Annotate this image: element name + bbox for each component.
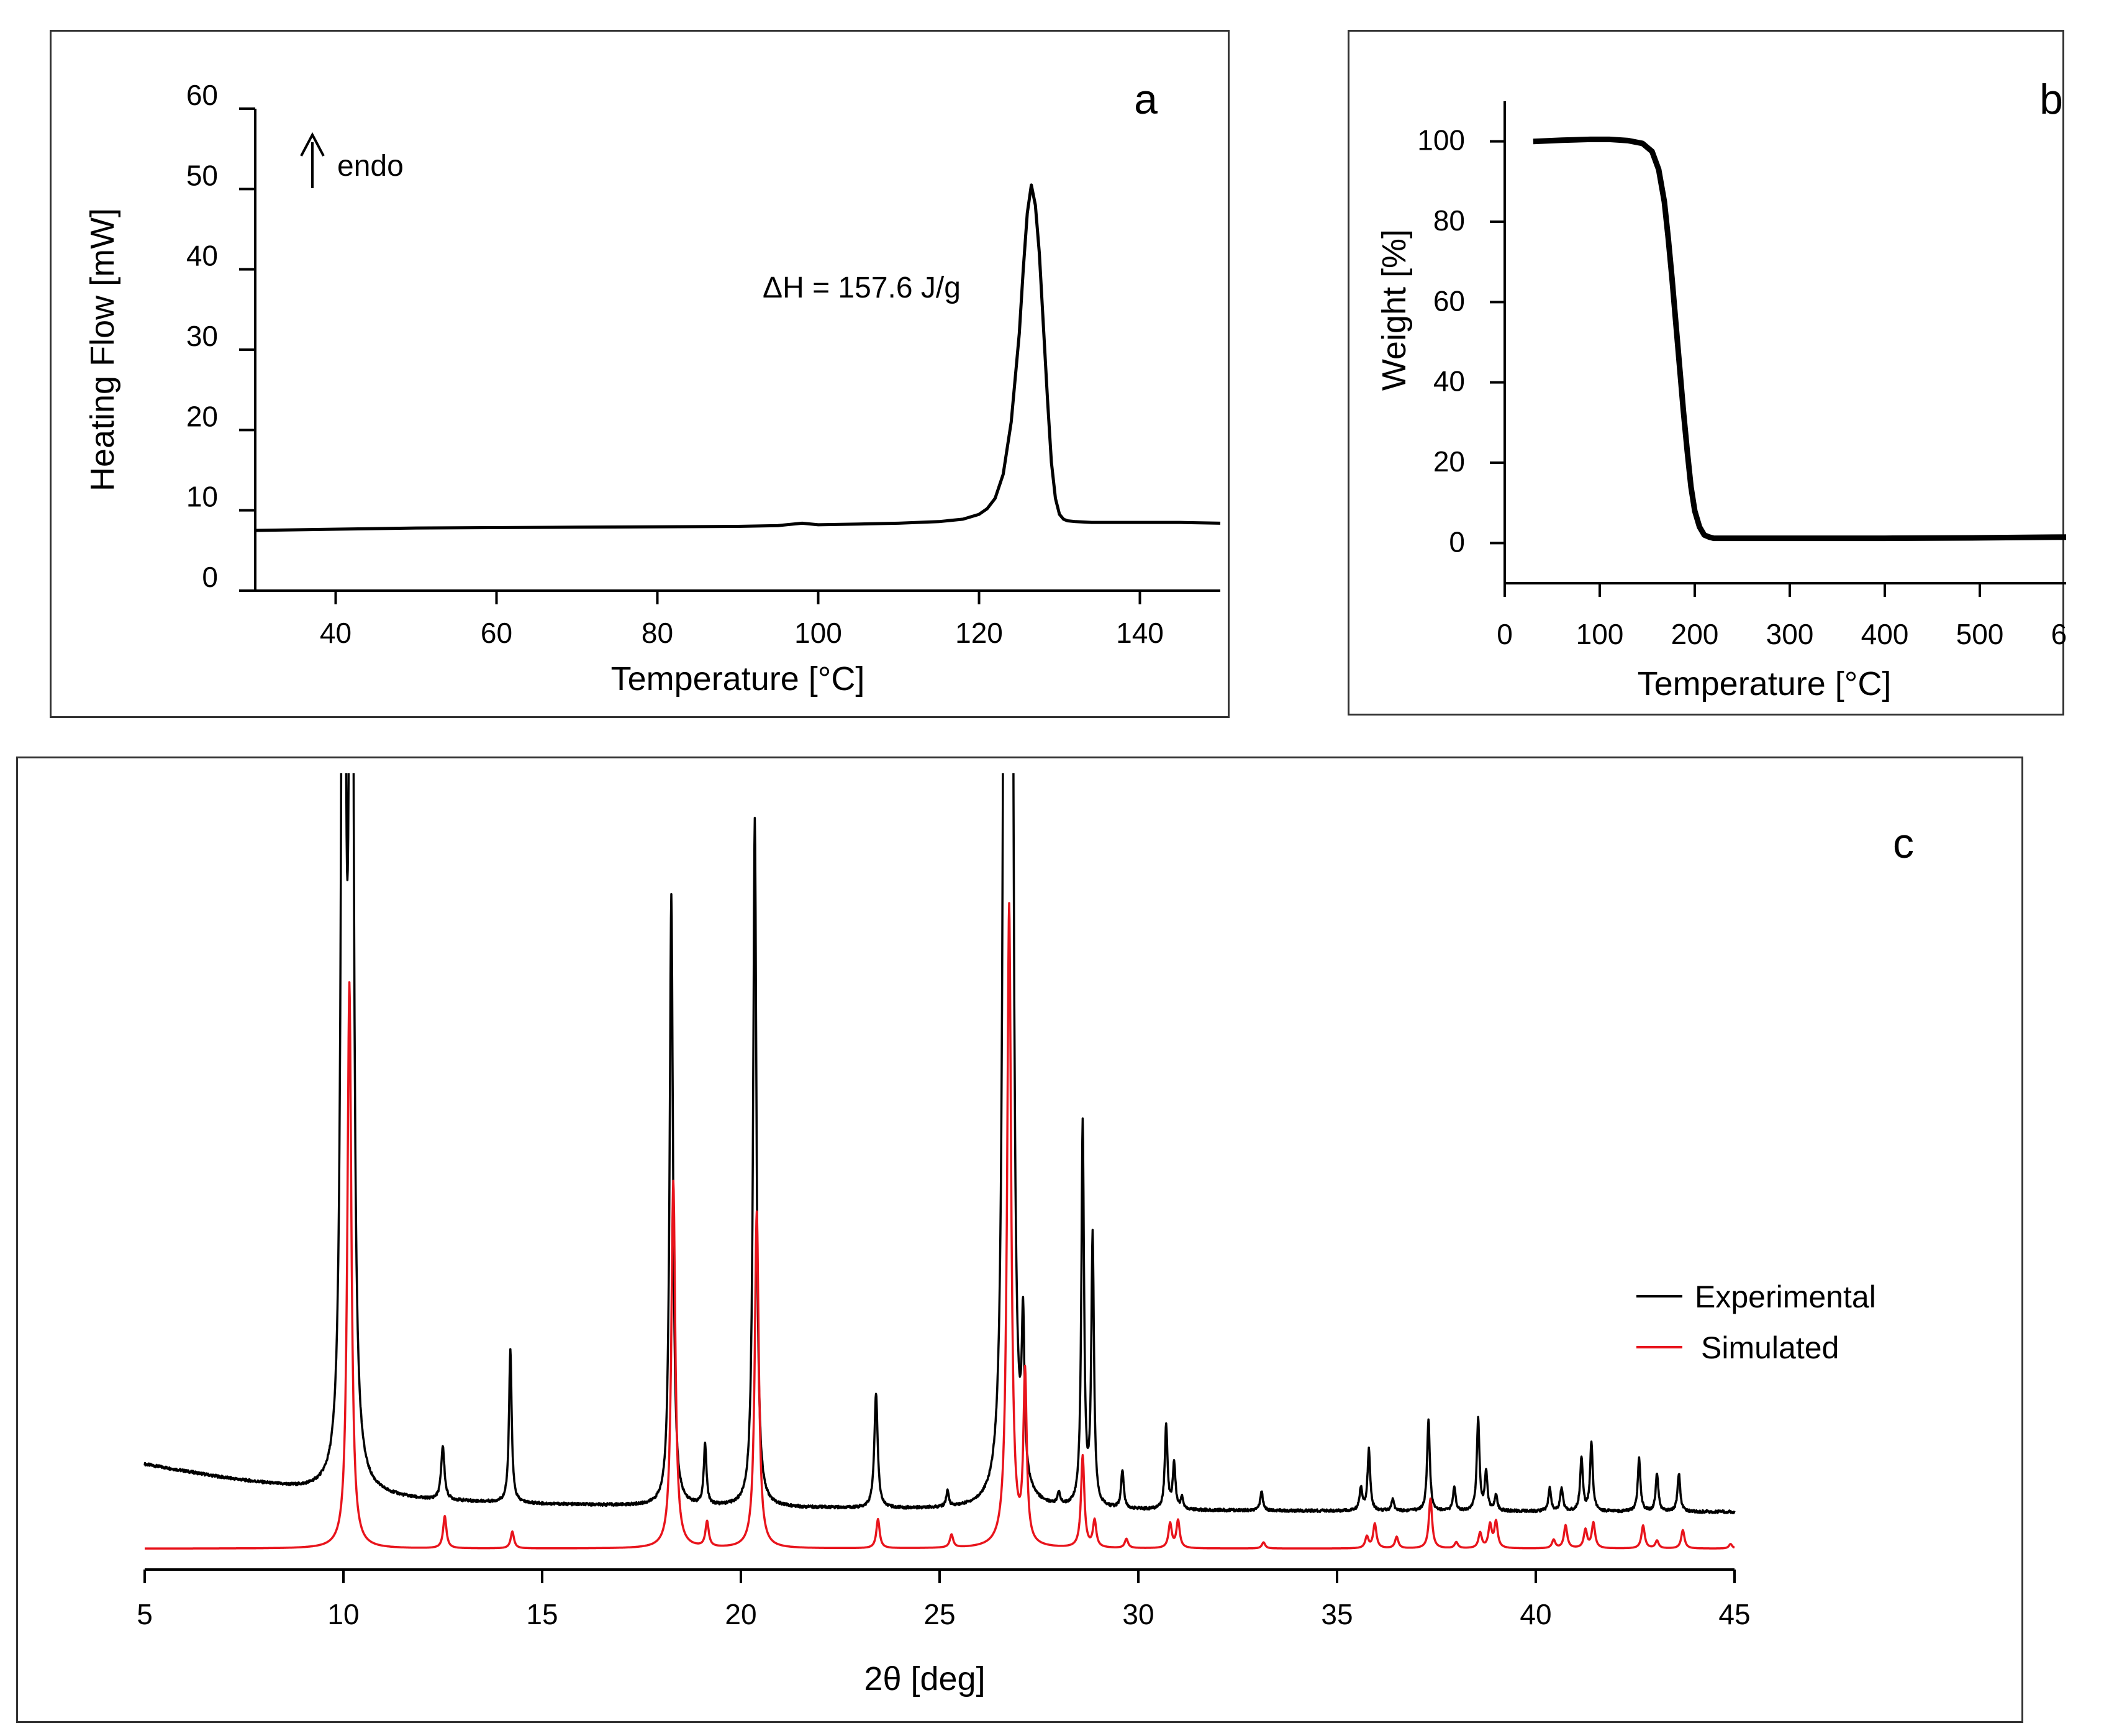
tga-y-tick-label: 100 [1417, 124, 1465, 157]
dsc-y-tick-label: 60 [186, 79, 218, 111]
endo-label: endo [337, 150, 404, 183]
pxrd-x-tick-label: 15 [526, 1598, 558, 1630]
pxrd-x-tick-label: 30 [1122, 1598, 1154, 1630]
pxrd-ticks: 5 10 15 20 25 30 35 40 45 [137, 1570, 1751, 1630]
dsc-y-tick-label: 50 [186, 159, 218, 191]
pxrd-x-tick-label: 35 [1321, 1598, 1353, 1630]
dsc-y-tick-label: 0 [202, 561, 218, 593]
enthalpy-annotation: ΔH = 157.6 J/g [763, 271, 961, 304]
simulated-pattern [143, 902, 1736, 1550]
legend-experimental-label: Experimental [1695, 1279, 1876, 1314]
tga-y-tick-label: 80 [1433, 204, 1465, 237]
pxrd-x-tick-label: 45 [1718, 1598, 1750, 1630]
tga-curve [1533, 136, 2066, 542]
dsc-curve [255, 183, 1221, 532]
tga-x-tick-label: 400 [1861, 618, 1909, 650]
pxrd-chart: 5 10 15 20 25 30 35 40 45 2θ [deg] c Experimenta… [137, 773, 1914, 1697]
tga-x-tick-label: 500 [1956, 618, 2004, 650]
dsc-y-tick-label: 40 [186, 240, 218, 272]
dsc-y-axis-title: Heating Flow [mW] [84, 208, 121, 491]
tga-panel-label: b [2039, 76, 2063, 123]
tga-ticks: 0 100 200 300 400 500 600 0 20 40 60 80 100 [1417, 124, 2066, 650]
up-arrow-head-icon [300, 132, 325, 157]
pxrd-x-axis-title: 2θ [deg] [864, 1660, 985, 1697]
tga-x-tick-label: 100 [1576, 618, 1624, 650]
tga-y-tick-label: 0 [1449, 525, 1465, 558]
pxrd-x-tick-label: 20 [725, 1598, 756, 1630]
tga-x-tick-label: 0 [1497, 618, 1513, 650]
tga-y-tick-label: 60 [1433, 284, 1465, 317]
dsc-x-tick-label: 100 [794, 617, 842, 649]
pxrd-panel: 5 10 15 20 25 30 35 40 45 2θ [deg] c Experimenta… [16, 757, 2023, 1723]
tga-y-tick-label: 20 [1433, 445, 1465, 478]
dsc-chart: 40 60 80 100 120 140 0 10 20 30 40 50 60 Temperature… [84, 76, 1221, 698]
dsc-x-tick-label: 120 [955, 617, 1003, 649]
dsc-panel: 40 60 80 100 120 140 0 10 20 30 40 50 60 Temperature… [50, 30, 1230, 718]
tga-x-axis-title: Temperature [°C] [1638, 665, 1892, 702]
dsc-plot-area [255, 183, 1221, 532]
pxrd-legend: Experimental Simulated [1636, 1279, 1876, 1365]
dsc-x-tick-label: 140 [1116, 617, 1164, 649]
pxrd-x-tick-label: 10 [327, 1598, 359, 1630]
tga-y-axis-title: Weight [%] [1376, 229, 1413, 391]
dsc-x-tick-label: 60 [481, 617, 512, 649]
legend-simulated-label: Simulated [1701, 1330, 1839, 1365]
pxrd-panel-label: c [1893, 820, 1914, 867]
dsc-y-tick-label: 30 [186, 320, 218, 352]
pxrd-x-tick-label: 5 [137, 1598, 153, 1630]
pxrd-x-tick-label: 25 [923, 1598, 955, 1630]
dsc-y-tick-label: 10 [186, 481, 218, 513]
dsc-x-axis-title: Temperature [°C] [611, 660, 865, 698]
pxrd-x-tick-label: 40 [1520, 1598, 1551, 1630]
dsc-y-tick-label: 20 [186, 400, 218, 432]
tga-y-tick-label: 40 [1433, 365, 1465, 398]
endo-direction-indicator: endo [300, 132, 404, 188]
dsc-ticks: 40 60 80 100 120 140 0 10 20 30 40 50 60 [186, 79, 1164, 649]
dsc-x-tick-label: 80 [642, 617, 673, 649]
tga-x-tick-label: 300 [1766, 618, 1814, 650]
pxrd-plot-area [143, 773, 1736, 1550]
tga-x-tick-label: 200 [1671, 618, 1719, 650]
tga-panel: 0 100 200 300 400 500 600 0 20 40 60 80 100 Temperat… [1348, 30, 2066, 716]
dsc-panel-label: a [1134, 76, 1158, 123]
tga-x-tick-label: 600 [2051, 618, 2066, 650]
dsc-x-tick-label: 40 [320, 617, 351, 649]
tga-chart: 0 100 200 300 400 500 600 0 20 40 60 80 100 Temperat… [1376, 76, 2066, 702]
tga-plot-area [1533, 136, 2066, 542]
experimental-pattern [143, 773, 1736, 1514]
